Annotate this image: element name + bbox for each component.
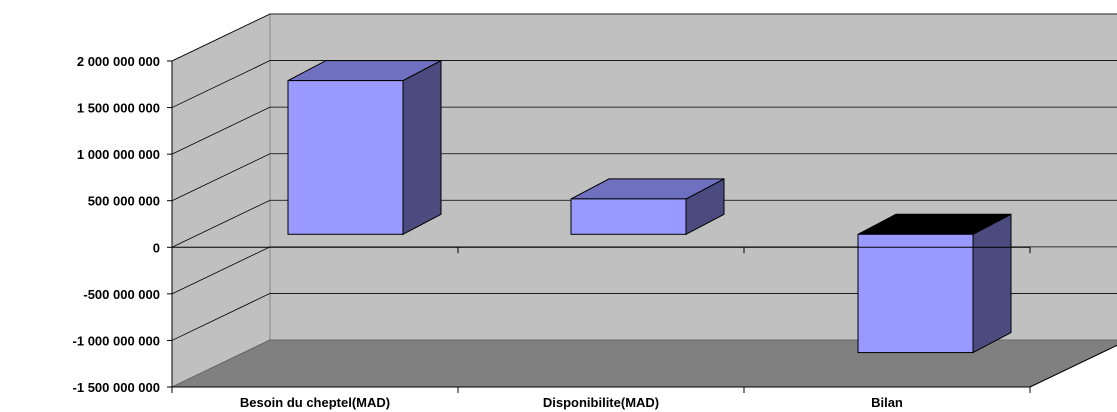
y-tick-labels: 2 000 000 000 1 500 000 000 1 000 000 000 5… bbox=[73, 54, 160, 395]
bar bbox=[287, 59, 442, 236]
y-tick-label: -500 000 000 bbox=[83, 287, 160, 302]
floor-edge bbox=[1029, 344, 1117, 388]
bars-group bbox=[287, 59, 1012, 354]
bar-front bbox=[287, 80, 404, 235]
x-category-label: Besoin du cheptel(MAD) bbox=[240, 395, 390, 410]
y-tick-label: 2 000 000 000 bbox=[77, 54, 160, 69]
gridline bbox=[171, 106, 1117, 155]
gridline bbox=[171, 153, 1117, 202]
x-category-labels: Besoin du cheptel(MAD) Disponibilite(MAD)… bbox=[240, 395, 903, 410]
bar-side bbox=[972, 213, 1012, 354]
bar bbox=[570, 178, 725, 236]
bar-front bbox=[857, 233, 974, 354]
y-tick-label: 1 000 000 000 bbox=[77, 147, 160, 162]
x-category-label: Disponibilite(MAD) bbox=[543, 395, 659, 410]
gridline bbox=[171, 293, 1117, 341]
y-tick-label: -1 000 000 000 bbox=[73, 333, 160, 348]
gridline bbox=[171, 13, 1117, 62]
side-wall bbox=[171, 13, 271, 388]
y-tick-label: 500 000 000 bbox=[88, 194, 160, 209]
gridline bbox=[171, 199, 1117, 248]
bar bbox=[857, 213, 1012, 354]
x-category-label: Bilan bbox=[871, 395, 903, 410]
y-tick-label: 0 bbox=[153, 240, 160, 255]
axes-group bbox=[167, 60, 1117, 393]
y-tick-label: -1 500 000 000 bbox=[73, 380, 160, 395]
gridline bbox=[171, 60, 1117, 108]
y-tick-label: 1 500 000 000 bbox=[77, 101, 160, 116]
bar-front bbox=[570, 198, 687, 235]
bar-side bbox=[402, 59, 442, 236]
